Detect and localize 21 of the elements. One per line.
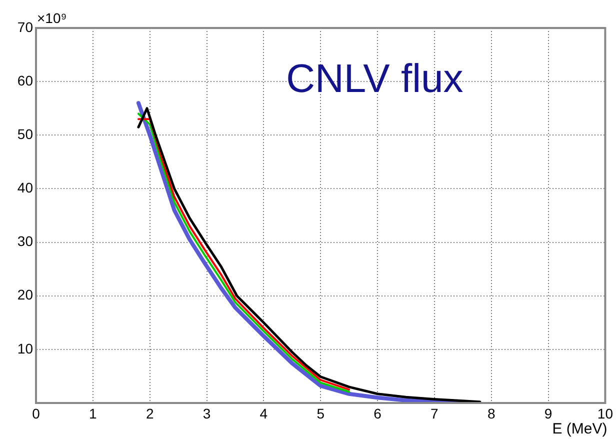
- y-tick-label: 60: [17, 72, 34, 88]
- x-tick-label: 8: [487, 405, 496, 422]
- x-tick-label: 9: [544, 405, 552, 422]
- x-axis-title: E (MeV): [552, 420, 608, 438]
- x-tick-label: 5: [316, 405, 325, 422]
- x-tick-label: 2: [146, 405, 154, 422]
- y-tick-label: 10: [17, 340, 34, 356]
- x-tick-label: 6: [374, 405, 382, 422]
- y-tick-label: 70: [17, 18, 34, 35]
- x-tick-label: 0: [32, 405, 40, 422]
- y-tick-label: 50: [17, 126, 34, 142]
- y-tick-label: 40: [17, 180, 34, 196]
- y-tick-label: 30: [17, 233, 34, 250]
- x-tick-label: 4: [260, 405, 268, 422]
- x-tick-label: 7: [430, 405, 439, 422]
- text: ×10⁹: [37, 10, 67, 26]
- x-tick-label: 3: [202, 405, 211, 422]
- x-tick-label: 10: [597, 405, 614, 422]
- y-tick-label: 20: [17, 286, 34, 303]
- text: CNLV flux: [286, 57, 464, 102]
- x-tick-label: 1: [89, 405, 98, 422]
